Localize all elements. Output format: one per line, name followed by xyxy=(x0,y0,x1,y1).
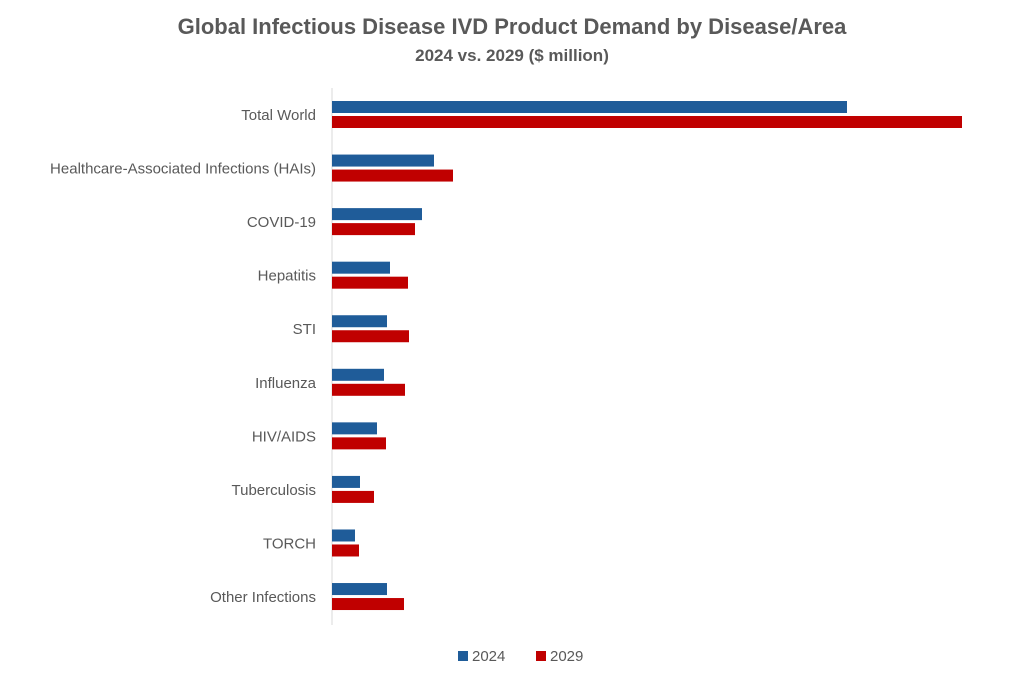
legend-label-2029: 2029 xyxy=(550,648,583,665)
legend-swatch-2029 xyxy=(536,651,546,661)
bar-2024-0 xyxy=(332,101,847,113)
bar-2024-5 xyxy=(332,368,384,381)
bar-2029-2 xyxy=(332,223,415,236)
bar-2024-1 xyxy=(332,154,434,167)
bar-2024-3 xyxy=(332,261,390,274)
bar-2029-5 xyxy=(332,383,405,396)
chart-subtitle: 2024 vs. 2029 ($ million) xyxy=(415,46,609,65)
category-label: Other Infections xyxy=(210,589,316,606)
bar-2029-8 xyxy=(332,544,359,557)
bar-2024-4 xyxy=(332,315,387,328)
category-label: Total World xyxy=(241,107,316,124)
chart-title: Global Infectious Disease IVD Product De… xyxy=(177,14,847,39)
category-label: STI xyxy=(293,321,316,338)
category-label: Healthcare-Associated Infections (HAIs) xyxy=(50,161,316,178)
bar-2029-6 xyxy=(332,437,386,450)
bar-2024-9 xyxy=(332,583,387,596)
bar-2029-7 xyxy=(332,490,374,503)
legend-swatch-2024 xyxy=(458,651,468,661)
bar-2024-2 xyxy=(332,208,422,221)
bar-2024-8 xyxy=(332,529,355,542)
bar-2029-1 xyxy=(332,169,453,182)
bar-2029-3 xyxy=(332,276,408,289)
bar-2024-7 xyxy=(332,475,360,488)
category-label: TORCH xyxy=(263,535,316,552)
bar-2029-9 xyxy=(332,598,404,611)
legend-label-2024: 2024 xyxy=(472,648,505,665)
category-label: Tuberculosis xyxy=(232,482,316,499)
category-label: COVID-19 xyxy=(247,214,316,231)
category-label: Influenza xyxy=(255,375,317,392)
bar-2029-4 xyxy=(332,330,409,343)
category-label: Hepatitis xyxy=(258,268,316,285)
category-label: HIV/AIDS xyxy=(252,428,316,445)
bar-2029-0 xyxy=(332,116,962,128)
bar-2024-6 xyxy=(332,422,377,435)
